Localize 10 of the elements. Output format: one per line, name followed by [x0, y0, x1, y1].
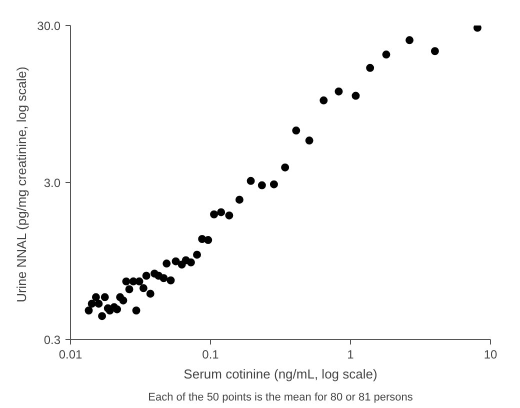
- y-axis-title: Urine NNAL (pg/mg creatinine, log scale): [14, 66, 30, 302]
- x-axis-title: Serum cotinine (ng/mL, log scale): [184, 366, 378, 382]
- y-tick-label: 0.3: [44, 333, 61, 347]
- y-tick-label: 30.0: [37, 19, 61, 33]
- y-tick-label: 3.0: [44, 176, 61, 190]
- x-tick-label: 1: [347, 348, 354, 362]
- x-tick-label: 0.1: [202, 348, 220, 362]
- text: Each of the 50 points is the mean for 80 or 81 persons: [148, 392, 414, 404]
- x-tick-label: 10: [484, 348, 498, 362]
- x-tick-label: 0.01: [58, 348, 83, 362]
